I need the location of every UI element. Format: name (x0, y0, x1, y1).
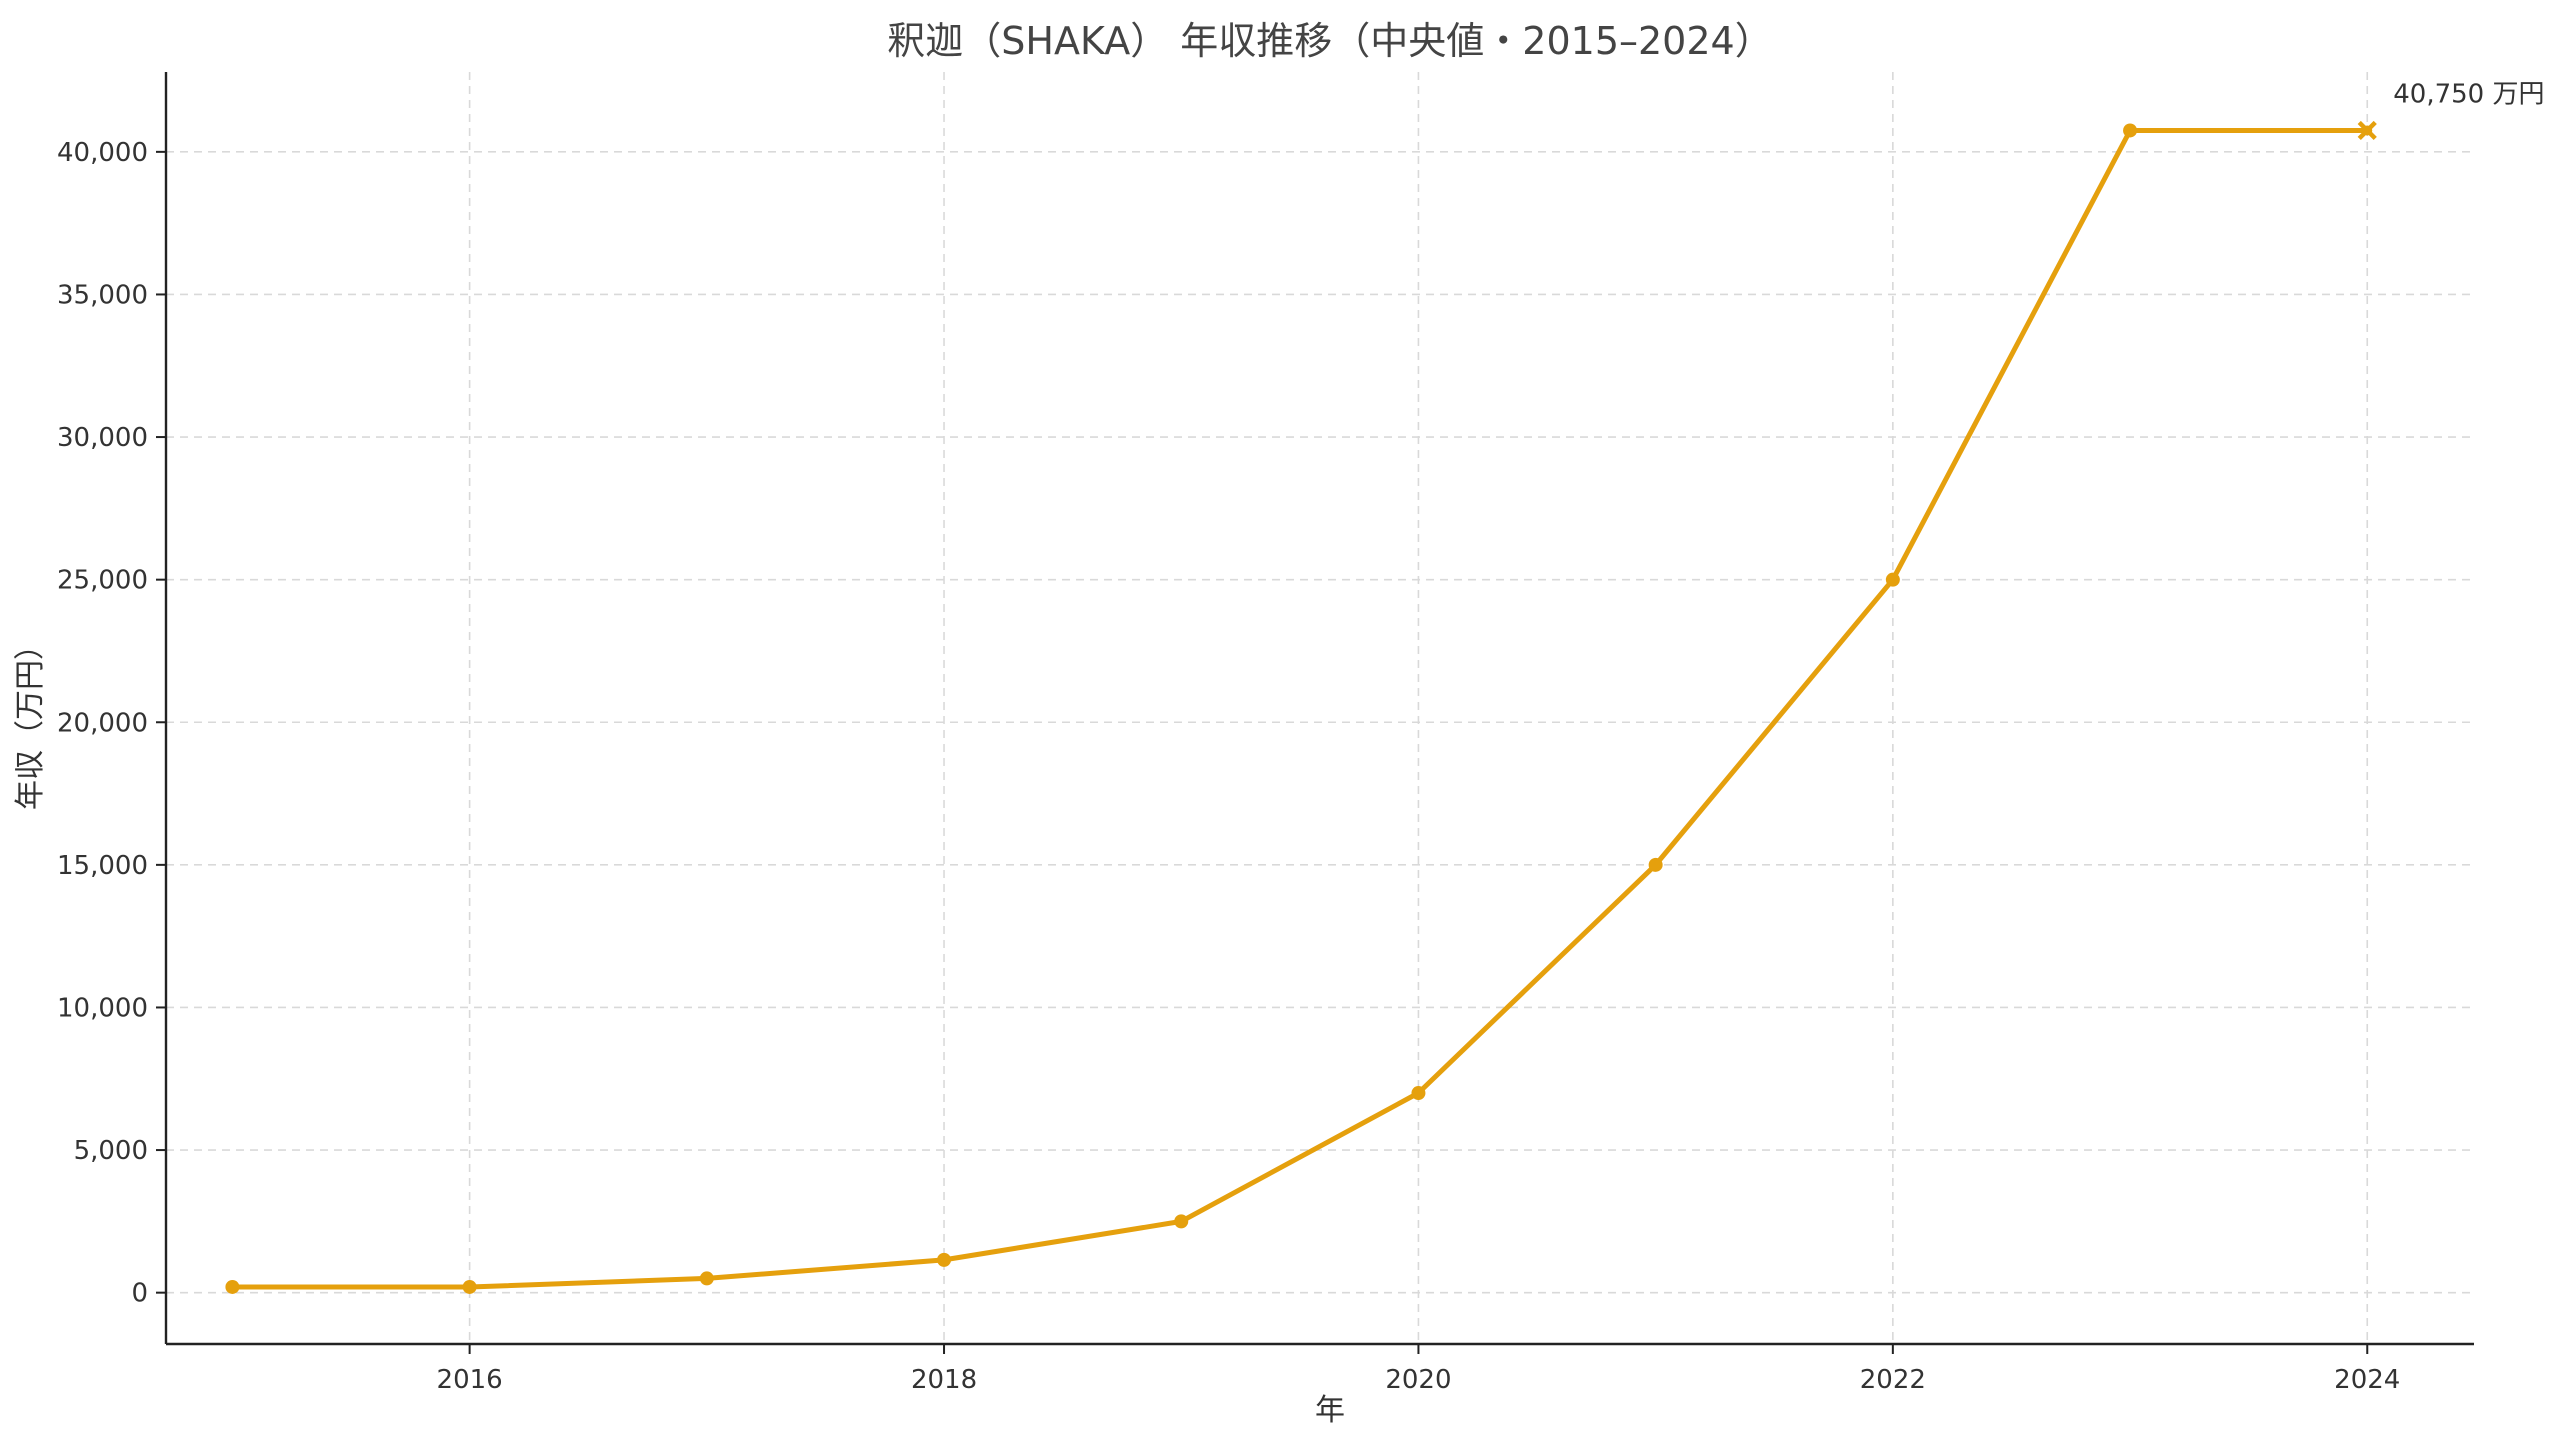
y-tick-label: 40,000 (57, 138, 148, 168)
y-axis-label: 年収（万円） (13, 630, 48, 810)
y-tick-label: 25,000 (57, 566, 148, 596)
data-point (2362, 125, 2373, 136)
y-tick-label: 10,000 (57, 993, 148, 1023)
data-point (1648, 857, 1663, 872)
data-point (1885, 572, 1900, 587)
x-tick-label: 2024 (2334, 1365, 2400, 1395)
data-points (225, 120, 2377, 1294)
y-tick-label: 0 (131, 1279, 148, 1309)
y-tick-label: 35,000 (57, 280, 148, 310)
x-tick-label: 2018 (911, 1365, 977, 1395)
grid-lines (166, 72, 2474, 1344)
y-tick-label: 30,000 (57, 423, 148, 453)
y-tick-label: 15,000 (57, 851, 148, 881)
x-tick-label: 2022 (1860, 1365, 1926, 1395)
data-point-last-marker (2357, 120, 2377, 141)
x-tick-label: 2020 (1385, 1365, 1451, 1395)
series-line-layer (229, 128, 2370, 1290)
series-line (229, 128, 2370, 1290)
y-tick-label: 5,000 (74, 1136, 148, 1166)
chart-title: 釈迦（SHAKA） 年収推移（中央値・2015–2024） (887, 19, 1772, 63)
data-point (937, 1252, 952, 1267)
data-point (2123, 123, 2138, 138)
data-point (699, 1271, 714, 1286)
y-axis-ticks: 0 5,000 10,000 15,000 20,000 25,000 30,000 35,0… (57, 138, 166, 1309)
y-tick-label: 20,000 (57, 708, 148, 738)
x-axis-label: 年 (1315, 1393, 1345, 1428)
data-point (462, 1279, 477, 1294)
x-axis-ticks: 2016 2018 2020 2022 2024 (437, 1344, 2400, 1395)
data-point (225, 1279, 240, 1294)
data-point (1174, 1214, 1189, 1229)
data-point (1411, 1086, 1426, 1101)
value-annotation: 40,750 万円 (2393, 79, 2544, 109)
x-tick-label: 2016 (437, 1365, 503, 1395)
